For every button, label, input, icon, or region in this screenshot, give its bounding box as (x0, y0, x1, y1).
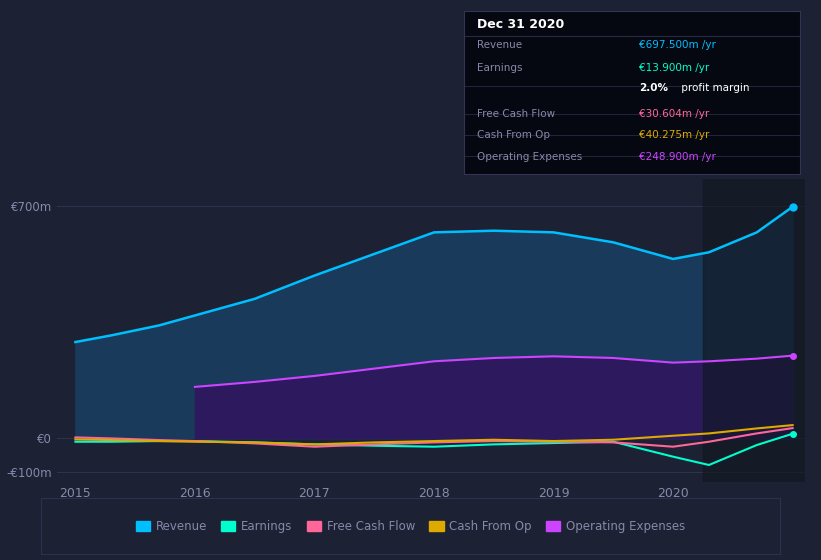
Text: Operating Expenses: Operating Expenses (477, 152, 583, 162)
Text: €697.500m /yr: €697.500m /yr (639, 40, 716, 50)
Text: €13.900m /yr: €13.900m /yr (639, 63, 709, 73)
Text: Free Cash Flow: Free Cash Flow (477, 109, 556, 119)
Text: Revenue: Revenue (477, 40, 522, 50)
Text: 2.0%: 2.0% (639, 83, 668, 92)
Text: profit margin: profit margin (677, 83, 749, 92)
Text: Earnings: Earnings (477, 63, 523, 73)
Text: €30.604m /yr: €30.604m /yr (639, 109, 709, 119)
Bar (703, 179, 817, 482)
Legend: Revenue, Earnings, Free Cash Flow, Cash From Op, Operating Expenses: Revenue, Earnings, Free Cash Flow, Cash … (130, 514, 691, 539)
Text: €40.275m /yr: €40.275m /yr (639, 130, 709, 140)
Text: €248.900m /yr: €248.900m /yr (639, 152, 716, 162)
Text: Dec 31 2020: Dec 31 2020 (477, 18, 565, 31)
Text: Cash From Op: Cash From Op (477, 130, 550, 140)
